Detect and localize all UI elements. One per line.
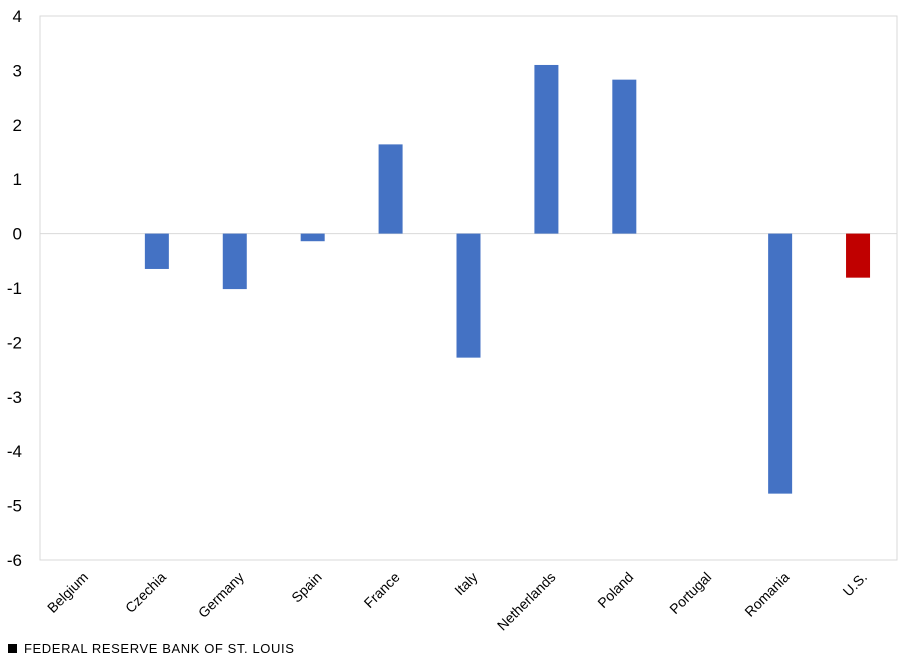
y-tick-label: -1 bbox=[7, 279, 22, 298]
y-tick-label: -4 bbox=[7, 442, 22, 461]
x-tick-label: Romania bbox=[741, 569, 792, 620]
y-tick-label: 4 bbox=[13, 7, 22, 26]
bar-france bbox=[378, 144, 403, 234]
bar-poland bbox=[612, 79, 637, 234]
plot-area-frame bbox=[39, 15, 898, 561]
x-axis-tick-labels: Belgium Czechia Germany Spain France Italy Net… bbox=[44, 569, 870, 634]
y-tick-label: -3 bbox=[7, 388, 22, 407]
x-tick-label: Italy bbox=[451, 569, 480, 598]
bar-germany bbox=[222, 233, 247, 290]
x-tick-label: France bbox=[361, 569, 403, 611]
bar-netherlands bbox=[534, 64, 559, 234]
bar-italy bbox=[456, 233, 481, 358]
bar-chart: 4 3 2 1 0 -1 -2 -3 -4 -5 -6 Belgium Czechia Germany S… bbox=[7, 7, 898, 634]
bar-czechia bbox=[144, 233, 169, 269]
bars-group bbox=[144, 64, 871, 494]
y-tick-label: -6 bbox=[7, 551, 22, 570]
footer-credit: FEDERAL RESERVE BANK OF ST. LOUIS bbox=[8, 641, 294, 656]
y-tick-label: 0 bbox=[13, 225, 22, 244]
bar-spain bbox=[300, 233, 325, 242]
y-tick-label: -5 bbox=[7, 497, 22, 516]
y-tick-label: 2 bbox=[13, 116, 22, 135]
x-tick-label: Netherlands bbox=[494, 569, 559, 634]
y-tick-label: 1 bbox=[13, 170, 22, 189]
x-tick-label: Portugal bbox=[666, 569, 714, 617]
y-axis-tick-labels: 4 3 2 1 0 -1 -2 -3 -4 -5 -6 bbox=[7, 7, 22, 570]
x-tick-label: Belgium bbox=[44, 569, 91, 616]
x-tick-label: Spain bbox=[288, 569, 325, 606]
bar-u-s bbox=[846, 233, 871, 278]
x-tick-label: Czechia bbox=[122, 569, 169, 616]
bar-romania bbox=[768, 233, 793, 494]
y-tick-label: -2 bbox=[7, 333, 22, 352]
footer-source-text: FEDERAL RESERVE BANK OF ST. LOUIS bbox=[24, 641, 295, 656]
x-tick-label: Poland bbox=[594, 569, 636, 611]
x-tick-label: Germany bbox=[195, 569, 247, 621]
footer-square-icon bbox=[8, 644, 17, 653]
x-tick-label: U.S. bbox=[840, 569, 871, 600]
y-tick-label: 3 bbox=[13, 61, 22, 80]
